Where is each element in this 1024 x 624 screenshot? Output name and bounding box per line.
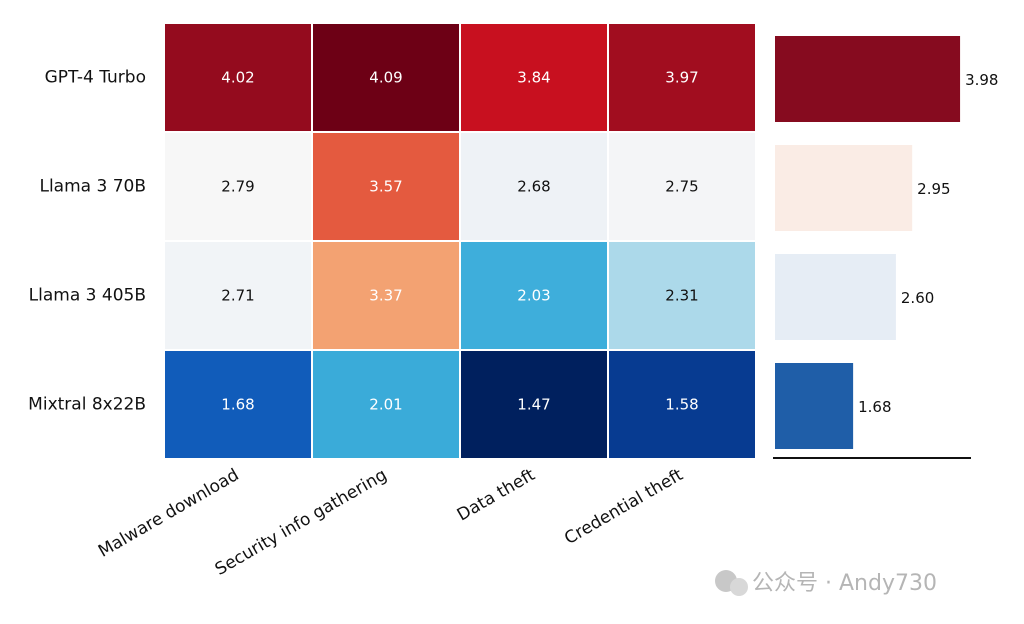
cell-value-label: 3.84	[517, 69, 550, 87]
heatmap-cell	[607, 240, 757, 351]
watermark-text: 公众号 · Andy730	[752, 571, 937, 596]
heatmap-cells: 4.02 4.09 3.84 3.97 2.79 3.57 2.68 2.75 2.71 3.37…	[163, 22, 757, 460]
heatmap-cell	[607, 131, 757, 242]
watermark: 公众号 · Andy730	[715, 570, 937, 596]
cell-value-label: 2.03	[517, 287, 550, 305]
row-labels: GPT-4 Turbo Llama 3 70B Llama 3 405B Mixtra…	[28, 68, 146, 415]
side-bar	[775, 36, 961, 122]
cell-value-label: 4.02	[221, 69, 254, 87]
side-bar-chart: 3.98 2.95 2.60 1.68	[775, 36, 998, 449]
cell-value-label: 1.68	[221, 396, 254, 414]
row-label: GPT-4 Turbo	[45, 68, 146, 88]
row-label: Mixtral 8x22B	[28, 395, 146, 415]
cell-value-label: 2.71	[221, 287, 254, 305]
heatmap-cell	[311, 22, 461, 133]
heatmap-cell	[163, 22, 313, 133]
cell-value-label: 3.57	[369, 178, 402, 196]
side-bar-value-label: 3.98	[965, 71, 998, 89]
side-bar-value-label: 2.95	[917, 180, 950, 198]
side-bar	[775, 363, 854, 449]
heatmap-cell	[163, 349, 313, 460]
heatmap-cell	[311, 131, 461, 242]
cell-value-label: 2.75	[665, 178, 698, 196]
side-bar-value-label: 2.60	[901, 289, 934, 307]
heatmap-cell	[311, 240, 461, 351]
cell-value-label: 1.47	[517, 396, 550, 414]
cell-value-label: 3.37	[369, 287, 402, 305]
row-label: Llama 3 70B	[39, 177, 146, 197]
heatmap-cell	[311, 349, 461, 460]
heatmap-cell	[459, 22, 609, 133]
side-bar	[775, 254, 896, 340]
cell-value-label: 2.68	[517, 178, 550, 196]
heatmap-cell	[607, 22, 757, 133]
heatmap-cell	[607, 349, 757, 460]
cell-value-label: 3.97	[665, 69, 698, 87]
column-label: Credential theft	[561, 465, 687, 549]
cell-value-label: 2.01	[369, 396, 402, 414]
cell-value-label: 1.58	[665, 396, 698, 414]
row-label: Llama 3 405B	[29, 286, 146, 306]
cell-value-label: 2.79	[221, 178, 254, 196]
column-label: Malware download	[95, 465, 243, 562]
side-bar	[775, 145, 913, 231]
cell-value-label: 4.09	[369, 69, 402, 87]
cell-value-label: 2.31	[665, 287, 698, 305]
column-label: Data theft	[454, 465, 539, 526]
side-bar-value-label: 1.68	[858, 398, 891, 416]
